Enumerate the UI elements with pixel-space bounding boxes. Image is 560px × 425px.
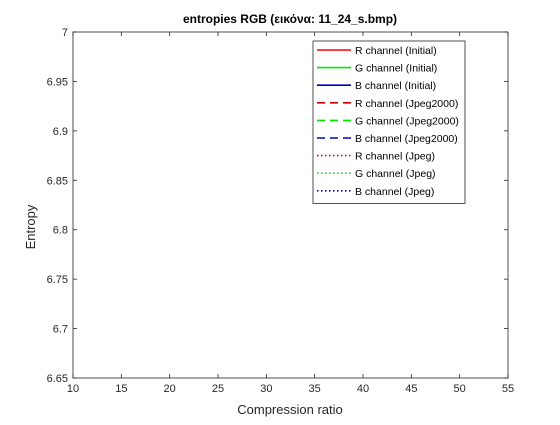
legend-entry-label: G channel (Jpeg2000) xyxy=(355,115,459,127)
legend-entry-label: B channel (Jpeg) xyxy=(355,186,434,198)
legend-entry-label: G channel (Jpeg) xyxy=(355,168,436,180)
x-tick-label: 25 xyxy=(212,383,224,395)
x-tick-label: 15 xyxy=(115,383,127,395)
y-tick-label: 6.7 xyxy=(53,324,68,336)
x-tick-label: 55 xyxy=(502,383,514,395)
y-tick-label: 6.85 xyxy=(47,175,68,187)
x-tick-label: 20 xyxy=(164,383,176,395)
y-tick-label: 6.75 xyxy=(47,274,68,286)
x-axis-label: Compression ratio xyxy=(237,402,343,417)
legend-entry-label: B channel (Initial) xyxy=(355,80,436,92)
y-tick-label: 6.9 xyxy=(53,126,68,138)
legend-entry-label: R channel (Jpeg2000) xyxy=(355,98,458,110)
y-tick-label: 6.65 xyxy=(47,373,68,385)
y-axis-label: Entropy xyxy=(23,204,38,249)
x-tick-label: 10 xyxy=(67,383,79,395)
legend-entry-label: R channel (Jpeg) xyxy=(355,151,435,163)
legend: R channel (Initial) G channel (Initial) B … xyxy=(312,40,466,204)
x-tick-label: 45 xyxy=(405,383,417,395)
legend-entry-label: G channel (Initial) xyxy=(355,63,437,75)
x-tick-label: 40 xyxy=(357,383,369,395)
x-tick-label: 35 xyxy=(309,383,321,395)
chart-title: entropies RGB (εικόνα: 11_24_s.bmp) xyxy=(183,12,397,26)
x-tick-label: 50 xyxy=(454,383,466,395)
y-tick-label: 6.95 xyxy=(47,76,68,88)
x-tick-label: 30 xyxy=(260,383,272,395)
y-tick-label: 7 xyxy=(62,27,68,39)
legend-entry-label: B channel (Jpeg2000) xyxy=(355,133,458,145)
y-tick-label: 6.8 xyxy=(53,225,68,237)
legend-entry-label: R channel (Initial) xyxy=(355,45,437,57)
